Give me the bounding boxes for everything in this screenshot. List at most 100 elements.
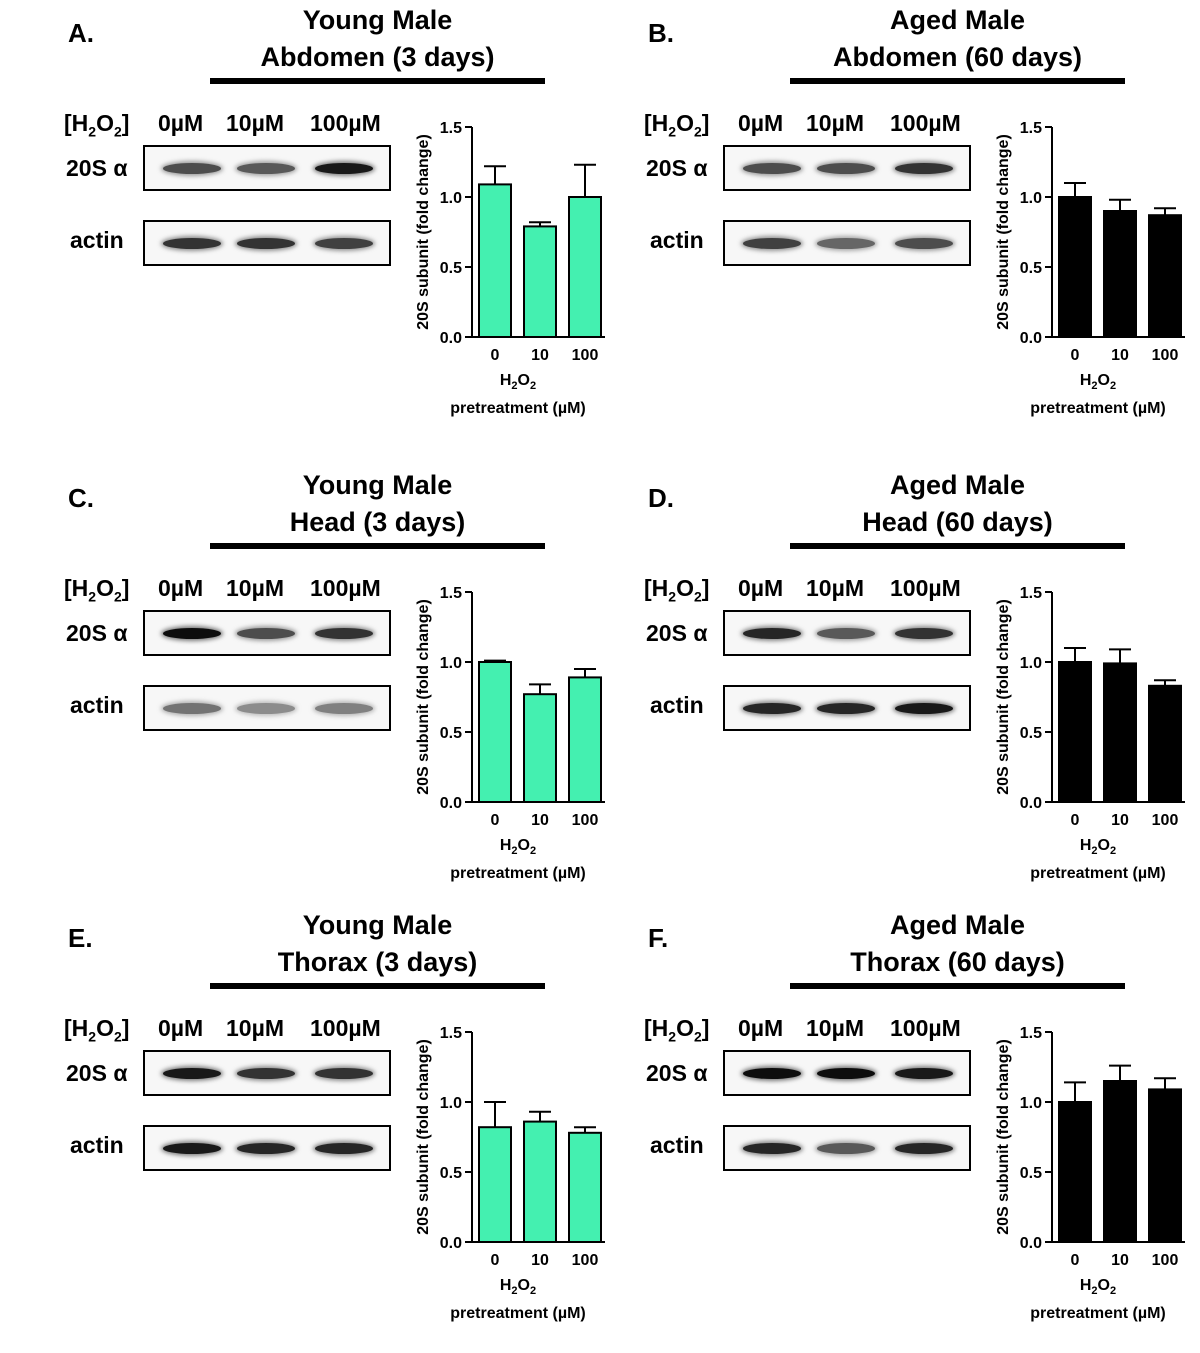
lane-label: 10µM xyxy=(226,575,284,601)
panel-title-line1: Young Male xyxy=(302,5,453,35)
x-axis-label-line1: H2O2 xyxy=(1080,837,1116,857)
actin-row-label: actin xyxy=(70,692,124,718)
y-tick-label: 1.0 xyxy=(1020,190,1042,207)
actin-blot xyxy=(143,1125,391,1171)
protein-band xyxy=(163,1068,221,1079)
x-tick-label: 0 xyxy=(1071,812,1080,829)
x-tick-label: 100 xyxy=(1152,812,1179,829)
panel-c: C. Young Male Head (3 days) [H2O2] 0µM 10µM 10… xyxy=(0,465,605,905)
lane-label: 0µM xyxy=(738,1015,784,1041)
y-tick-label: 1.5 xyxy=(1020,585,1042,602)
bar xyxy=(523,1120,557,1243)
y-axis-label: 20S subunit (fold change) xyxy=(415,1039,432,1235)
x-axis-label-line2: pretreatment (µM) xyxy=(1030,1305,1165,1322)
h2o2-suffix: ] xyxy=(121,1015,130,1041)
x-tick-label: 10 xyxy=(1111,812,1129,829)
y-tick-label: 1.5 xyxy=(1020,120,1042,137)
y-tick-label: 0.0 xyxy=(1020,795,1042,812)
bar xyxy=(1148,1088,1182,1244)
panel-title-line2: Abdomen (3 days) xyxy=(260,42,495,72)
panel-letter: D. xyxy=(648,483,674,513)
h2o2-suffix: ] xyxy=(121,110,130,136)
h2o2-label: [H2O2] xyxy=(64,110,129,140)
lane-label: 0µM xyxy=(158,575,204,601)
actin-row-label: actin xyxy=(70,1132,124,1158)
protein-band xyxy=(163,1143,221,1154)
x-tick-label: 100 xyxy=(1152,1252,1179,1269)
title-underline xyxy=(210,983,545,989)
y-tick-label: 0.0 xyxy=(1020,1235,1042,1252)
h2o2-sub2: 2 xyxy=(693,123,702,140)
y-tick-label: 0.5 xyxy=(1020,1165,1042,1182)
protein-band xyxy=(315,703,373,714)
x-axis-label-line1: H2O2 xyxy=(500,837,536,857)
subunit-row-label: 20S α xyxy=(646,155,708,181)
h2o2-mid: O xyxy=(676,110,694,136)
y-tick-label: 0.0 xyxy=(440,1235,462,1252)
h2o2-label: [H2O2] xyxy=(64,575,129,605)
protein-band xyxy=(743,163,801,174)
panel-letter: B. xyxy=(648,18,674,48)
bar xyxy=(523,693,557,803)
panel-f: F. Aged Male Thorax (60 days) [H2O2] 0µM 10µM… xyxy=(580,905,1185,1345)
bar-chart: 0.0 0.5 1.0 1.5 20S subunit (fold change) 0 10… xyxy=(980,1015,1185,1340)
lane-label: 100µM xyxy=(310,110,381,136)
panel-a: A. Young Male Abdomen (3 days) [H2O2] 0µM 10µ… xyxy=(0,0,605,440)
lane-label: 0µM xyxy=(738,110,784,136)
h2o2-sub1: 2 xyxy=(88,123,97,140)
y-tick-label: 1.5 xyxy=(440,585,462,602)
panel-title-line1: Young Male xyxy=(302,910,453,940)
bar xyxy=(478,183,512,339)
protein-band xyxy=(743,238,801,249)
lane-label: 10µM xyxy=(226,110,284,136)
x-tick-label: 10 xyxy=(1111,347,1129,364)
lane-label: 10µM xyxy=(806,1015,864,1041)
h2o2-mid: O xyxy=(96,110,114,136)
h2o2-sub2: 2 xyxy=(693,1028,702,1045)
h2o2-mid: O xyxy=(676,1015,694,1041)
x-tick-label: 0 xyxy=(491,1252,500,1269)
bar-chart-svg: 0.0 0.5 1.0 1.5 20S subunit (fold change) 0 10… xyxy=(415,1025,605,1322)
protein-band xyxy=(237,163,295,174)
h2o2-sub1: 2 xyxy=(668,1028,677,1045)
y-axis-label: 20S subunit (fold change) xyxy=(995,1039,1012,1235)
lane-label: 0µM xyxy=(158,1015,204,1041)
panel-d: D. Aged Male Head (60 days) [H2O2] 0µM 10µM 10… xyxy=(580,465,1185,905)
y-tick-label: 0.5 xyxy=(440,1165,462,1182)
protein-band xyxy=(163,238,221,249)
protein-band xyxy=(895,703,953,714)
panel-title-line1: Aged Male xyxy=(889,470,1026,500)
actin-blot xyxy=(143,220,391,266)
x-axis-label-line2: pretreatment (µM) xyxy=(450,400,585,417)
panel-title-line2: Abdomen (60 days) xyxy=(832,42,1083,72)
bar xyxy=(1148,214,1182,338)
h2o2-label: [H2O2] xyxy=(644,110,709,140)
lane-label: 0µM xyxy=(158,110,204,136)
h2o2-sub1: 2 xyxy=(668,588,677,605)
panel-title-line1: Young Male xyxy=(302,470,453,500)
panel-b: B. Aged Male Abdomen (60 days) [H2O2] 0µM 10µ… xyxy=(580,0,1185,440)
protein-band xyxy=(315,1068,373,1079)
h2o2-prefix: [H xyxy=(644,1015,669,1041)
panel-letter: A. xyxy=(68,18,94,48)
h2o2-mid: O xyxy=(96,1015,114,1041)
title-underline xyxy=(790,983,1125,989)
protein-band xyxy=(817,1068,875,1079)
panel-title-line1: Aged Male xyxy=(889,5,1026,35)
protein-band xyxy=(817,703,875,714)
subunit-row-label: 20S α xyxy=(646,1060,708,1086)
h2o2-prefix: [H xyxy=(64,110,89,136)
panel-title-line1: Aged Male xyxy=(889,910,1026,940)
x-tick-label: 10 xyxy=(531,812,549,829)
y-axis-label: 20S subunit (fold change) xyxy=(995,134,1012,330)
panel-title-line2: Head (60 days) xyxy=(862,507,1053,537)
y-tick-label: 0.0 xyxy=(440,330,462,347)
x-axis-label-line2: pretreatment (µM) xyxy=(1030,400,1165,417)
subunit-row-label: 20S α xyxy=(646,620,708,646)
y-tick-label: 0.5 xyxy=(1020,725,1042,742)
bar xyxy=(1103,662,1137,804)
bar-chart-svg: 0.0 0.5 1.0 1.5 20S subunit (fold change) 0 10… xyxy=(995,585,1185,882)
protein-band xyxy=(817,1143,875,1154)
protein-band xyxy=(817,163,875,174)
lane-label: 100µM xyxy=(890,1015,961,1041)
